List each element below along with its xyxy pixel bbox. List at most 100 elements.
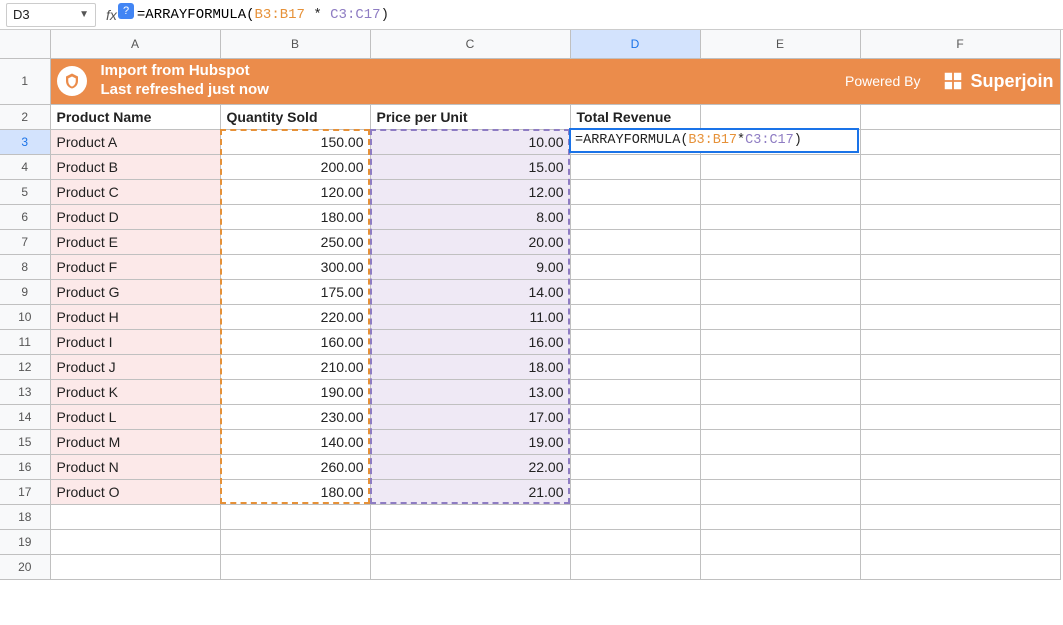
cell[interactable]: [860, 479, 1060, 504]
col-head-E[interactable]: E: [700, 30, 860, 58]
row-head-2[interactable]: 2: [0, 104, 50, 129]
row-head-5[interactable]: 5: [0, 179, 50, 204]
cell[interactable]: [570, 379, 700, 404]
cell[interactable]: [570, 554, 700, 579]
product-name-cell[interactable]: Product N: [50, 454, 220, 479]
col-head-B[interactable]: B: [220, 30, 370, 58]
cell[interactable]: [700, 454, 860, 479]
cell[interactable]: [860, 129, 1060, 154]
cell[interactable]: [700, 154, 860, 179]
cell[interactable]: [700, 354, 860, 379]
cell[interactable]: [860, 154, 1060, 179]
cell[interactable]: [860, 529, 1060, 554]
cell[interactable]: [700, 204, 860, 229]
qty-cell[interactable]: 140.00: [220, 429, 370, 454]
cell[interactable]: [700, 479, 860, 504]
product-name-cell[interactable]: Product I: [50, 329, 220, 354]
price-cell[interactable]: 18.00: [370, 354, 570, 379]
cell[interactable]: [860, 329, 1060, 354]
product-name-cell[interactable]: Product H: [50, 304, 220, 329]
cell[interactable]: [860, 179, 1060, 204]
row-head-20[interactable]: 20: [0, 554, 50, 579]
product-name-cell[interactable]: Product O: [50, 479, 220, 504]
row-head-14[interactable]: 14: [0, 404, 50, 429]
active-cell-overlay[interactable]: =ARRAYFORMULA(B3:B17 * C3:C17): [569, 128, 859, 153]
cell[interactable]: [220, 554, 370, 579]
price-cell[interactable]: 17.00: [370, 404, 570, 429]
formula-input[interactable]: =ARRAYFORMULA(B3:B17 * C3:C17): [123, 7, 389, 23]
row-head-6[interactable]: 6: [0, 204, 50, 229]
cell[interactable]: [860, 454, 1060, 479]
name-box[interactable]: D3 ▼: [6, 3, 96, 27]
cell[interactable]: [700, 329, 860, 354]
cell[interactable]: [370, 504, 570, 529]
cell[interactable]: [700, 504, 860, 529]
price-cell[interactable]: 13.00: [370, 379, 570, 404]
cell[interactable]: [700, 304, 860, 329]
product-name-cell[interactable]: Product B: [50, 154, 220, 179]
product-name-cell[interactable]: Product G: [50, 279, 220, 304]
price-cell[interactable]: 11.00: [370, 304, 570, 329]
cell[interactable]: [700, 229, 860, 254]
row-head-18[interactable]: 18: [0, 504, 50, 529]
cell[interactable]: [860, 404, 1060, 429]
product-name-cell[interactable]: Product L: [50, 404, 220, 429]
cell[interactable]: [570, 304, 700, 329]
cell[interactable]: [370, 554, 570, 579]
product-name-cell[interactable]: Product J: [50, 354, 220, 379]
cell[interactable]: [700, 404, 860, 429]
qty-cell[interactable]: 300.00: [220, 254, 370, 279]
price-cell[interactable]: 21.00: [370, 479, 570, 504]
row-head-7[interactable]: 7: [0, 229, 50, 254]
cell[interactable]: [700, 429, 860, 454]
cell[interactable]: [570, 454, 700, 479]
qty-cell[interactable]: 160.00: [220, 329, 370, 354]
qty-cell[interactable]: 180.00: [220, 479, 370, 504]
cell[interactable]: [860, 229, 1060, 254]
row-head-1[interactable]: 1: [0, 58, 50, 104]
qty-cell[interactable]: 260.00: [220, 454, 370, 479]
cell[interactable]: [220, 504, 370, 529]
cell[interactable]: [700, 279, 860, 304]
col-head-F[interactable]: F: [860, 30, 1060, 58]
row-head-4[interactable]: 4: [0, 154, 50, 179]
cell[interactable]: [570, 329, 700, 354]
cell[interactable]: [700, 529, 860, 554]
cell[interactable]: [860, 354, 1060, 379]
cell[interactable]: [860, 279, 1060, 304]
qty-cell[interactable]: 175.00: [220, 279, 370, 304]
cell[interactable]: [860, 254, 1060, 279]
product-name-cell[interactable]: Product K: [50, 379, 220, 404]
price-cell[interactable]: 14.00: [370, 279, 570, 304]
qty-cell[interactable]: 230.00: [220, 404, 370, 429]
cell[interactable]: [50, 554, 220, 579]
product-name-cell[interactable]: Product C: [50, 179, 220, 204]
cell[interactable]: [860, 379, 1060, 404]
header-cell[interactable]: Product Name: [50, 104, 220, 129]
product-name-cell[interactable]: Product E: [50, 229, 220, 254]
row-head-15[interactable]: 15: [0, 429, 50, 454]
qty-cell[interactable]: 120.00: [220, 179, 370, 204]
row-head-11[interactable]: 11: [0, 329, 50, 354]
price-cell[interactable]: 15.00: [370, 154, 570, 179]
header-cell[interactable]: [700, 104, 860, 129]
cell[interactable]: [700, 379, 860, 404]
cell[interactable]: [570, 254, 700, 279]
product-name-cell[interactable]: Product F: [50, 254, 220, 279]
col-head-A[interactable]: A: [50, 30, 220, 58]
cell[interactable]: [570, 229, 700, 254]
price-cell[interactable]: 9.00: [370, 254, 570, 279]
cell[interactable]: [570, 204, 700, 229]
cell[interactable]: [570, 429, 700, 454]
price-cell[interactable]: 10.00: [370, 129, 570, 154]
qty-cell[interactable]: 190.00: [220, 379, 370, 404]
cell[interactable]: [570, 504, 700, 529]
help-icon[interactable]: ?: [118, 3, 134, 19]
qty-cell[interactable]: 180.00: [220, 204, 370, 229]
col-head-D[interactable]: D: [570, 30, 700, 58]
cell[interactable]: [570, 154, 700, 179]
row-head-17[interactable]: 17: [0, 479, 50, 504]
price-cell[interactable]: 22.00: [370, 454, 570, 479]
product-name-cell[interactable]: Product A: [50, 129, 220, 154]
row-head-12[interactable]: 12: [0, 354, 50, 379]
